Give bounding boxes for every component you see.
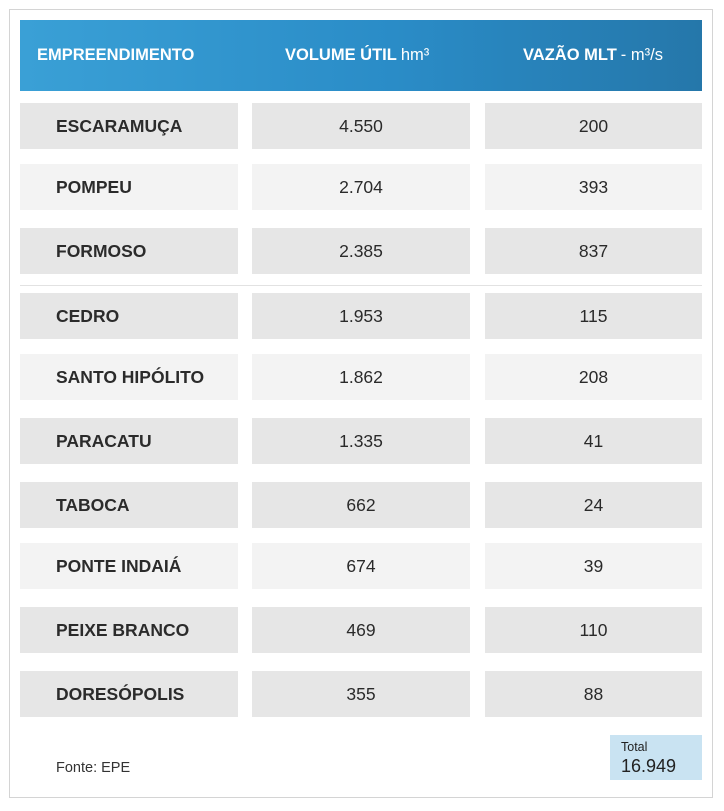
table-row: ESCARAMUÇA 4.550 200 bbox=[20, 103, 702, 149]
total-box: Total 16.949 bbox=[610, 735, 702, 780]
cell-vazao-mlt: 41 bbox=[485, 418, 702, 464]
cell-vazao-mlt: 24 bbox=[485, 482, 702, 528]
cell-vazao-mlt: 200 bbox=[485, 103, 702, 149]
header-empreendimento: EMPREENDIMENTO bbox=[37, 46, 195, 64]
cell-empreendimento: PONTE INDAIÁ bbox=[20, 543, 238, 589]
cell-vazao-mlt: 88 bbox=[485, 671, 702, 717]
table-row: SANTO HIPÓLITO 1.862 208 bbox=[20, 354, 702, 400]
table-row: POMPEU 2.704 393 bbox=[20, 164, 702, 210]
cell-vazao-mlt: 39 bbox=[485, 543, 702, 589]
cell-volume-util: 2.385 bbox=[252, 228, 470, 274]
cell-volume-util: 662 bbox=[252, 482, 470, 528]
table-row: TABOCA 662 24 bbox=[20, 482, 702, 528]
source-note: Fonte: EPE bbox=[56, 760, 131, 776]
cell-empreendimento: TABOCA bbox=[20, 482, 238, 528]
group-divider bbox=[20, 285, 702, 286]
table-header: EMPREENDIMENTO VOLUME ÚTIL hm³ VAZÃO MLT -… bbox=[20, 20, 702, 91]
table-row: DORESÓPOLIS 355 88 bbox=[20, 671, 702, 717]
cell-empreendimento: DORESÓPOLIS bbox=[20, 671, 238, 717]
cell-volume-util: 1.862 bbox=[252, 354, 470, 400]
cell-volume-util: 1.335 bbox=[252, 418, 470, 464]
cell-volume-util: 355 bbox=[252, 671, 470, 717]
cell-empreendimento: PARACATU bbox=[20, 418, 238, 464]
table-row: PONTE INDAIÁ 674 39 bbox=[20, 543, 702, 589]
cell-empreendimento: FORMOSO bbox=[20, 228, 238, 274]
cell-empreendimento: CEDRO bbox=[20, 293, 238, 339]
table-row: PEIXE BRANCO 469 110 bbox=[20, 607, 702, 653]
table-row: CEDRO 1.953 115 bbox=[20, 293, 702, 339]
cell-volume-util: 674 bbox=[252, 543, 470, 589]
cell-vazao-mlt: 208 bbox=[485, 354, 702, 400]
total-label: Total bbox=[621, 740, 648, 754]
cell-vazao-mlt: 837 bbox=[485, 228, 702, 274]
cell-volume-util: 2.704 bbox=[252, 164, 470, 210]
cell-empreendimento: SANTO HIPÓLITO bbox=[20, 354, 238, 400]
table-row: FORMOSO 2.385 837 bbox=[20, 228, 702, 274]
cell-volume-util: 4.550 bbox=[252, 103, 470, 149]
cell-vazao-mlt: 110 bbox=[485, 607, 702, 653]
header-vazao-mlt: VAZÃO MLT - m³/s bbox=[523, 46, 663, 64]
cell-empreendimento: PEIXE BRANCO bbox=[20, 607, 238, 653]
header-volume-util: VOLUME ÚTIL hm³ bbox=[285, 46, 430, 64]
cell-volume-util: 1.953 bbox=[252, 293, 470, 339]
cell-vazao-mlt: 115 bbox=[485, 293, 702, 339]
total-value: 16.949 bbox=[621, 756, 677, 776]
table-row: PARACATU 1.335 41 bbox=[20, 418, 702, 464]
cell-empreendimento: ESCARAMUÇA bbox=[20, 103, 238, 149]
cell-empreendimento: POMPEU bbox=[20, 164, 238, 210]
cell-vazao-mlt: 393 bbox=[485, 164, 702, 210]
cell-volume-util: 469 bbox=[252, 607, 470, 653]
